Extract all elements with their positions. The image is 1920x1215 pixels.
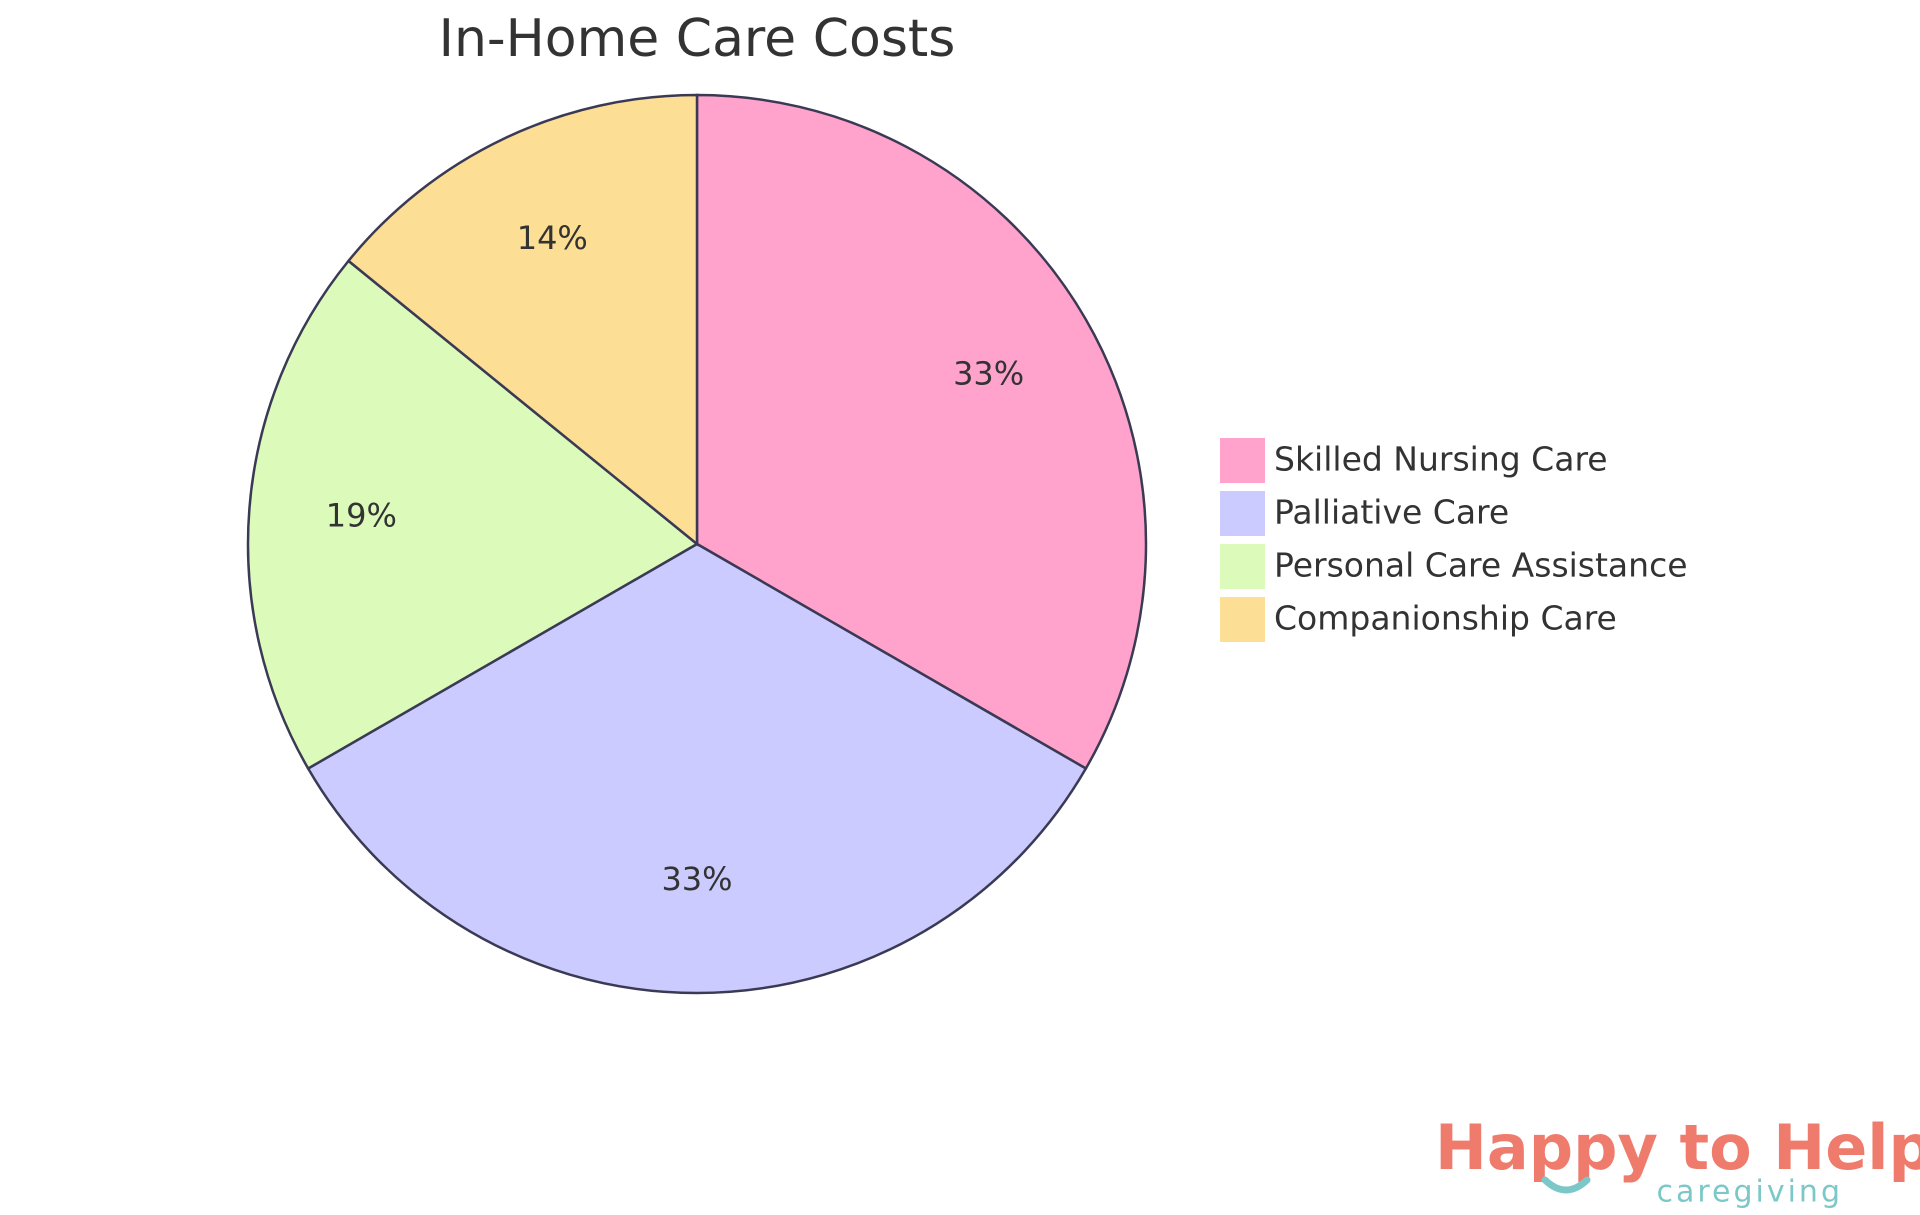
legend-swatch [1220,491,1265,536]
logo: Happy to Help caregiving [1435,1111,1920,1209]
data-label: 14% [517,219,588,257]
legend-label: Companionship Care [1274,599,1617,638]
pie-slice [695,93,1148,771]
data-label: 33% [661,860,732,898]
logo-tagline: caregiving [1656,1175,1843,1210]
legend-label: Palliative Care [1274,493,1509,532]
data-label: 33% [953,355,1024,393]
logo-name: Happy to Help [1435,1111,1920,1184]
pie-slice [346,93,699,547]
chart-title: In-Home Care Costs [439,9,956,69]
legend-label: Skilled Nursing Care [1274,440,1608,479]
legend-label: Personal Care Assistance [1274,546,1688,585]
legend-swatch [1220,544,1265,589]
pie-slice [246,259,700,771]
legend-swatch [1220,597,1265,642]
legend-swatch [1220,438,1265,483]
logo-smile [1541,1176,1591,1194]
data-label: 19% [326,496,397,534]
